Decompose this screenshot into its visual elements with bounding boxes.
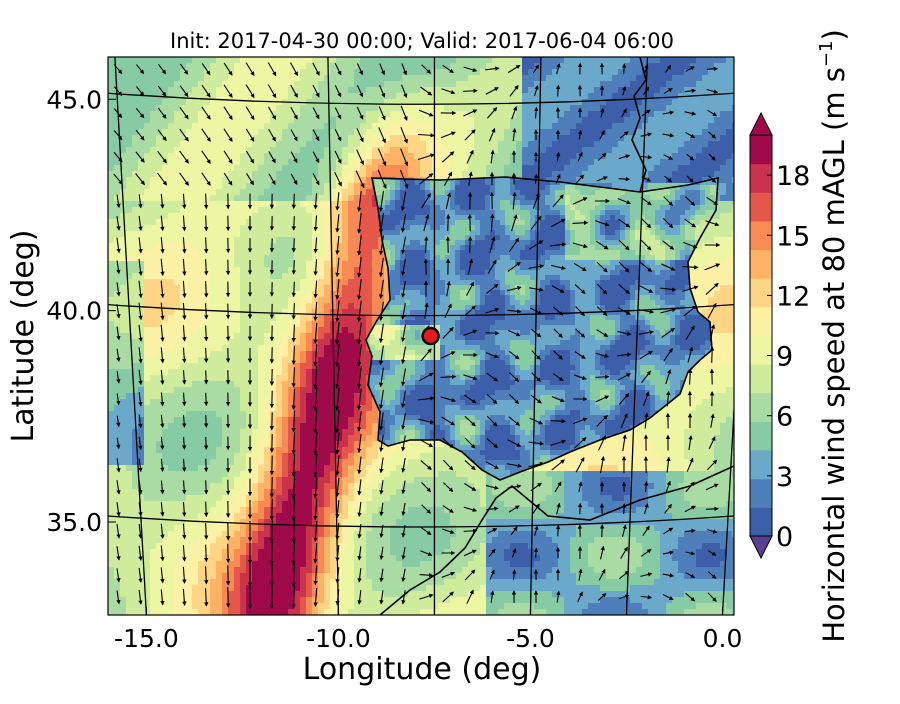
y-axis-ticks: 35.0 40.0 45.0 [46,85,116,537]
y-tick-label: 35.0 [46,508,102,537]
x-tick-label: -5.0 [506,624,555,653]
colorbar-tick-label: 0 [776,522,793,553]
site-marker [423,328,439,344]
colorbar-label-exponent: −1 [816,41,837,68]
colorbar-tick-label: 15 [776,221,810,252]
x-tick-label: 0.0 [703,624,743,653]
colorbar-tick-label: 6 [776,402,793,433]
colorbar-segment [750,250,772,279]
colorbar-tick-label: 18 [776,161,810,192]
colorbar-label-main: Horizontal wind speed at 80 mAGL (m s [817,67,851,643]
colorbar-label-close: ) [817,29,851,40]
x-tick-label: -15.0 [114,624,179,653]
colorbar-tick-label: 9 [776,342,793,373]
colorbar-segment [750,364,772,393]
colorbar-label: Horizontal wind speed at 80 mAGL (m s−1) [816,29,851,643]
colorbar-segment [750,421,772,450]
colorbar-tick-label: 3 [776,462,793,493]
colorbar-segment [750,450,772,479]
colorbar-segment [750,135,772,164]
colorbar-tick-label: 12 [776,281,810,312]
colorbar-segment [750,393,772,422]
y-tick-label: 45.0 [46,85,102,114]
map-plot-area [108,57,754,616]
colorbar-segment [750,507,772,536]
x-tick-label: -10.0 [306,624,371,653]
x-axis-label: Longitude (deg) [303,652,542,687]
y-tick-label: 40.0 [46,297,102,326]
colorbar [750,113,772,558]
site-marker-group [423,328,439,344]
colorbar-segment [750,278,772,307]
colorbar-segment [750,336,772,365]
colorbar-extend-max [750,113,772,135]
y-axis-label: Latitude (deg) [6,230,41,443]
colorbar-segment [750,479,772,508]
colorbar-segment [750,307,772,336]
chart-title: Init: 2017-04-30 00:00; Valid: 2017-06-0… [170,29,674,53]
colorbar-ticks: 0 3 6 9 12 15 18 [767,161,810,553]
colorbar-segment [750,192,772,221]
colorbar-extend-min [750,536,772,558]
colorbar-segment [750,164,772,193]
